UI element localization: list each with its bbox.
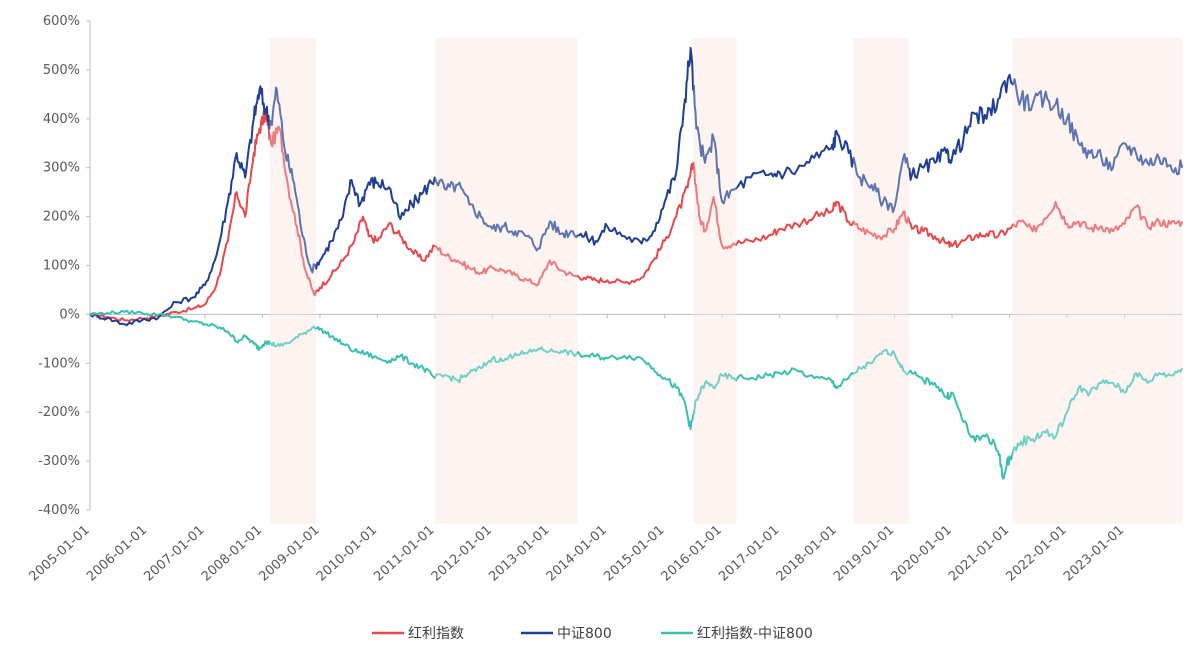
y-tick-label: 100% (43, 259, 80, 274)
legend-label-2: 红利指数-中证800 (697, 626, 813, 642)
series-line-2 (89, 309, 1183, 480)
x-tick-label: 2022-01-01 (1004, 523, 1070, 585)
x-tick-label: 2019-01-01 (831, 523, 897, 585)
series-line-1 (89, 46, 1183, 327)
x-tick-label: 2015-01-01 (601, 523, 667, 585)
shaded-period-3 (853, 38, 909, 524)
x-tick-label: 2014-01-01 (544, 523, 610, 585)
x-tick-label: 2010-01-01 (314, 523, 380, 585)
shaded-period-0 (269, 38, 316, 524)
x-tick-label: 2007-01-01 (141, 523, 207, 585)
shade-overlay-4 (1012, 38, 1182, 524)
x-tick-label: 2008-01-01 (199, 523, 265, 585)
x-tick-label: 2012-01-01 (429, 523, 495, 585)
x-tick-label: 2016-01-01 (659, 523, 725, 585)
y-tick-label: -200% (38, 405, 80, 420)
shade-overlay-3 (853, 38, 909, 524)
y-tick-label: 0% (59, 307, 80, 322)
x-tick-label: 2013-01-01 (486, 523, 552, 585)
y-tick-label: 600% (43, 14, 80, 29)
y-tick-label: -300% (38, 454, 80, 469)
x-tick-label: 2020-01-01 (889, 523, 955, 585)
x-tick-label: 2006-01-01 (84, 523, 150, 585)
x-tick-label: 2005-01-01 (26, 523, 92, 585)
legend: 红利指数 中证800 红利指数-中证800 (372, 626, 813, 642)
y-tick-label: 300% (43, 161, 80, 176)
x-tick-label: 2023-01-01 (1061, 523, 1127, 585)
y-tick-label: 500% (43, 63, 80, 78)
shaded-periods (269, 38, 1182, 524)
y-tick-label: -400% (38, 503, 80, 518)
legend-label-1: 中证800 (557, 626, 612, 642)
x-tick-label: 2011-01-01 (371, 523, 437, 585)
x-tick-label: 2017-01-01 (716, 523, 782, 585)
series-lines (89, 38, 1183, 524)
y-tick-label: 200% (43, 210, 80, 225)
y-tick-label: 400% (43, 112, 80, 127)
shade-overlay-2 (693, 38, 737, 524)
axes: 600% 500% 400% 300% 200% 100% 0% -100% -200% -300… (26, 14, 1182, 585)
shade-overlay-1 (434, 38, 578, 524)
shaded-period-4 (1012, 38, 1182, 524)
y-tick-label: -100% (38, 356, 80, 371)
shade-overlay-0 (269, 38, 316, 524)
x-tick-label: 2009-01-01 (256, 523, 322, 585)
series-line-0 (89, 109, 1183, 322)
x-tick-label: 2018-01-01 (774, 523, 840, 585)
shaded-period-1 (434, 38, 578, 524)
shaded-period-2 (693, 38, 737, 524)
legend-label-0: 红利指数 (408, 626, 464, 642)
x-tick-label: 2021-01-01 (946, 523, 1012, 585)
